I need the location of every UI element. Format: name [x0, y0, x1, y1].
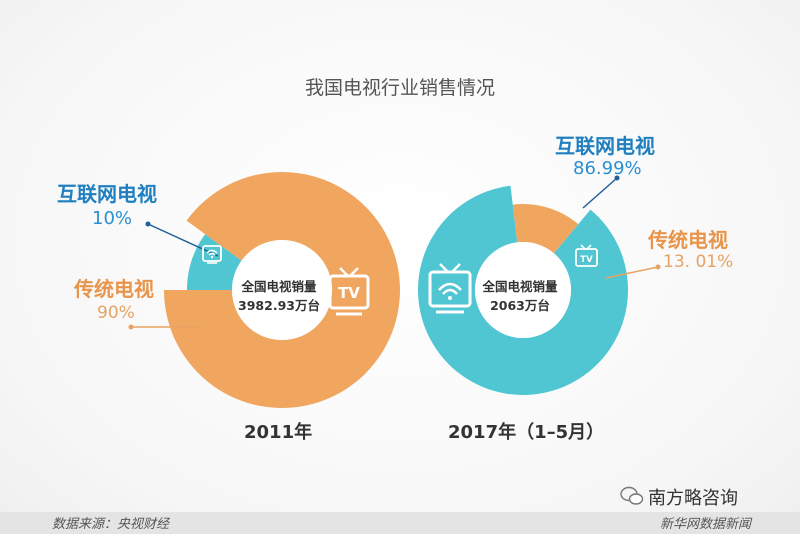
- leader-line-traditional-2017: [605, 266, 659, 279]
- svg-text:TV: TV: [580, 255, 593, 265]
- leader-line-internet-2011: [147, 223, 219, 257]
- leader-dot-traditional-2011: [128, 324, 134, 330]
- value-internet-tv-2011: 10%: [92, 208, 133, 229]
- wifi-tv-icon-large: [428, 263, 472, 314]
- donut-2011: [164, 172, 400, 408]
- slice-traditional-tv: [512, 204, 579, 254]
- value-traditional-tv-2017: 13. 01%: [663, 252, 734, 272]
- year-label-2011: 2011年: [244, 422, 313, 443]
- svg-text:TV: TV: [338, 284, 360, 302]
- center-label-2017: 全国电视销量 2063万台: [465, 276, 575, 314]
- center-label-line2: 3982.93万台: [238, 298, 320, 313]
- center-label-line1: 全国电视销量: [482, 279, 558, 294]
- label-internet-tv-2011: 互联网电视: [57, 182, 157, 206]
- value-traditional-tv-2011: 90%: [97, 303, 135, 323]
- leader-line-internet-2017: [582, 177, 618, 209]
- center-label-line2: 2063万台: [490, 298, 550, 313]
- donut-center: [475, 242, 571, 338]
- tv-icon-small: TV: [575, 244, 598, 267]
- center-label-line1: 全国电视销量: [241, 279, 317, 294]
- value-internet-tv-2017: 86.99%: [573, 158, 642, 179]
- year-label-2017: 2017年（1–5月）: [448, 422, 605, 443]
- leader-dot-internet-2011: [145, 221, 151, 227]
- slice-traditional-tv: [164, 172, 400, 408]
- data-source: 数据来源：央视财经: [52, 517, 170, 532]
- label-traditional-tv-2017: 传统电视: [648, 228, 728, 252]
- label-traditional-tv-2011: 传统电视: [74, 277, 154, 301]
- leader-lines: [128, 175, 661, 330]
- slice-internet-tv: [418, 185, 628, 396]
- leader-dot-internet-2017: [614, 175, 620, 181]
- wifi-tv-icon: [202, 245, 222, 264]
- wechat-icon: [620, 486, 644, 505]
- leader-dot-traditional-2017: [655, 264, 661, 270]
- footer-bar: [0, 512, 800, 534]
- watermark-text: 南方略咨询: [648, 488, 738, 509]
- chart-title: 我国电视行业销售情况: [304, 77, 495, 99]
- credit-text: 新华网数据新闻: [660, 517, 752, 532]
- donut-2017: [418, 185, 628, 396]
- label-internet-tv-2017: 互联网电视: [555, 134, 655, 158]
- tv-icon: TV: [328, 267, 370, 316]
- center-label-2011: 全国电视销量 3982.93万台: [224, 276, 334, 314]
- donut-center: [232, 240, 332, 340]
